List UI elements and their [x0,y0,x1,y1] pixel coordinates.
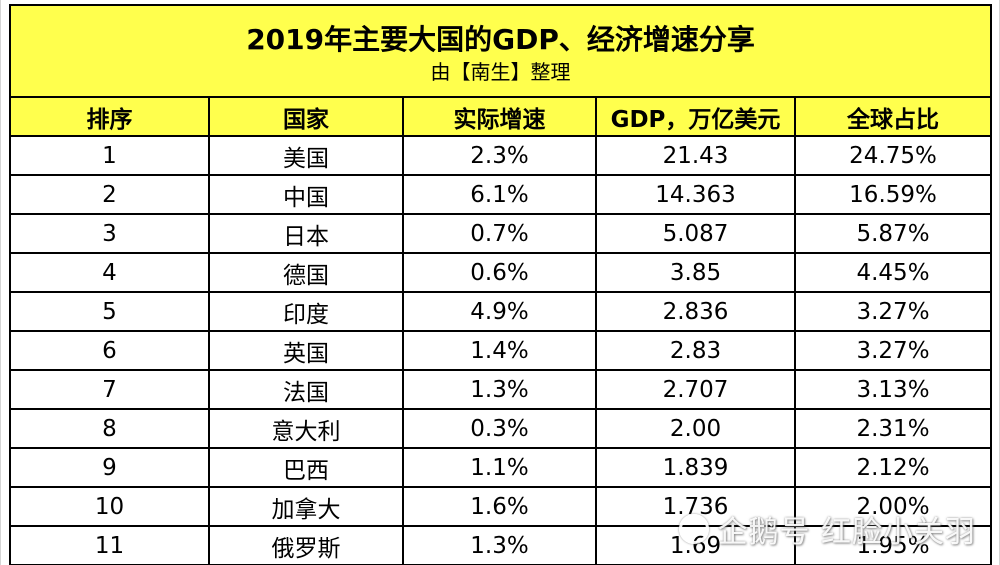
table-row: 2 中国 6.1% 14.363 16.59% [9,174,993,215]
table-row: 11 俄罗斯 1.3% 1.69 1.95% [9,525,993,565]
cell-growth[interactable]: 4.9% [402,291,597,332]
cell-rank[interactable]: 10 [9,486,210,527]
gdp-table: 2019年主要大国的GDP、经济增速分享 由【南生】整理 排序 国家 实际增速 … [8,4,993,565]
cell-country[interactable]: 印度 [208,291,404,332]
cell-country[interactable]: 意大利 [208,408,404,449]
cell-gdp[interactable]: 21.43 [595,135,796,176]
cell-country[interactable]: 英国 [208,330,404,371]
cell-gdp[interactable]: 2.00 [595,408,796,449]
cell-rank[interactable]: 8 [9,408,210,449]
cell-rank[interactable]: 11 [9,525,210,565]
cell-country[interactable]: 美国 [208,135,404,176]
table-row: 7 法国 1.3% 2.707 3.13% [9,369,993,410]
cell-rank[interactable]: 9 [9,447,210,488]
header-cell-rank[interactable]: 排序 [9,96,210,137]
column-gridline-left [0,0,1,565]
cell-gdp[interactable]: 5.087 [595,213,796,254]
cell-share[interactable]: 3.27% [793,330,993,371]
cell-growth[interactable]: 1.6% [402,486,597,527]
cell-country[interactable]: 巴西 [208,447,404,488]
table-row: 1 美国 2.3% 21.43 24.75% [9,135,993,176]
cell-growth[interactable]: 0.7% [402,213,597,254]
cell-growth[interactable]: 1.3% [402,525,597,565]
title-cell[interactable]: 2019年主要大国的GDP、经济增速分享 由【南生】整理 [8,4,993,98]
cell-growth[interactable]: 6.1% [402,174,597,215]
table-row: 10 加拿大 1.6% 1.736 2.00% [9,486,993,527]
table-title: 2019年主要大国的GDP、经济增速分享 [246,23,755,56]
cell-gdp[interactable]: 2.836 [595,291,796,332]
cell-share[interactable]: 24.75% [793,135,993,176]
header-cell-country[interactable]: 国家 [208,96,404,137]
cell-country[interactable]: 德国 [208,252,404,293]
table-row: 3 日本 0.7% 5.087 5.87% [9,213,993,254]
cell-growth[interactable]: 0.3% [402,408,597,449]
cell-share[interactable]: 5.87% [793,213,993,254]
cell-gdp[interactable]: 1.736 [595,486,796,527]
table-row: 8 意大利 0.3% 2.00 2.31% [9,408,993,449]
cell-gdp[interactable]: 2.83 [595,330,796,371]
header-row: 排序 国家 实际增速 GDP，万亿美元 全球占比 [9,96,993,137]
cell-country[interactable]: 加拿大 [208,486,404,527]
cell-gdp[interactable]: 3.85 [595,252,796,293]
cell-share[interactable]: 16.59% [793,174,993,215]
cell-share[interactable]: 2.00% [793,486,993,527]
cell-share[interactable]: 3.27% [793,291,993,332]
cell-rank[interactable]: 2 [9,174,210,215]
title-row: 2019年主要大国的GDP、经济增速分享 由【南生】整理 [8,4,993,98]
table-subtitle: 由【南生】整理 [430,60,571,84]
header-cell-share[interactable]: 全球占比 [793,96,993,137]
cell-rank[interactable]: 4 [9,252,210,293]
cell-gdp[interactable]: 1.69 [595,525,796,565]
cell-rank[interactable]: 6 [9,330,210,371]
cell-country[interactable]: 中国 [208,174,404,215]
header-cell-gdp[interactable]: GDP，万亿美元 [595,96,796,137]
header-cell-growth[interactable]: 实际增速 [402,96,597,137]
cell-rank[interactable]: 7 [9,369,210,410]
table-row: 5 印度 4.9% 2.836 3.27% [9,291,993,332]
cell-share[interactable]: 3.13% [793,369,993,410]
cell-share[interactable]: 2.12% [793,447,993,488]
cell-growth[interactable]: 2.3% [402,135,597,176]
cell-gdp[interactable]: 1.839 [595,447,796,488]
cell-rank[interactable]: 5 [9,291,210,332]
table-row: 4 德国 0.6% 3.85 4.45% [9,252,993,293]
cell-country[interactable]: 法国 [208,369,404,410]
cell-share[interactable]: 2.31% [793,408,993,449]
cell-share[interactable]: 1.95% [793,525,993,565]
cell-growth[interactable]: 1.1% [402,447,597,488]
cell-rank[interactable]: 3 [9,213,210,254]
table-row: 9 巴西 1.1% 1.839 2.12% [9,447,993,488]
cell-growth[interactable]: 0.6% [402,252,597,293]
table-row: 6 英国 1.4% 2.83 3.27% [9,330,993,371]
cell-rank[interactable]: 1 [9,135,210,176]
cell-gdp[interactable]: 14.363 [595,174,796,215]
cell-country[interactable]: 俄罗斯 [208,525,404,565]
cell-country[interactable]: 日本 [208,213,404,254]
cell-growth[interactable]: 1.4% [402,330,597,371]
cell-gdp[interactable]: 2.707 [595,369,796,410]
cell-growth[interactable]: 1.3% [402,369,597,410]
cell-share[interactable]: 4.45% [793,252,993,293]
